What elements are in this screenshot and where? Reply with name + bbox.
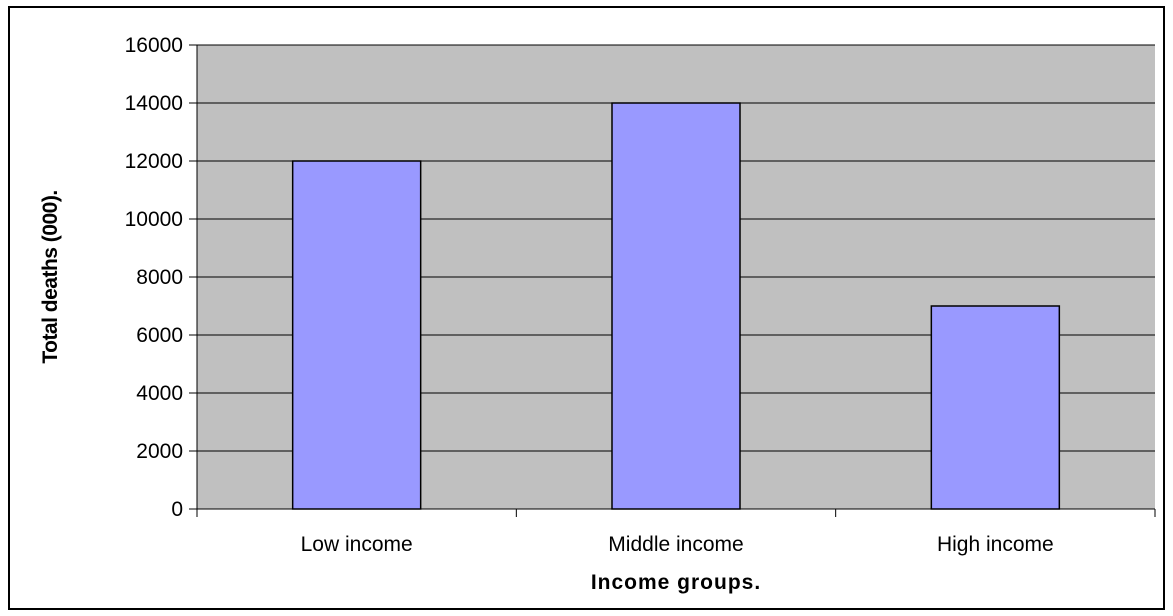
x-tick-label: High income [937,533,1054,556]
y-tick-labels: 0 2000 4000 6000 8000 10000 12000 14000 16000 [125,34,183,521]
y-tick-label: 2000 [136,440,183,463]
y-tick-label: 16000 [125,34,183,57]
x-tick-labels: Low income Middle income High income [301,533,1054,556]
x-tick-label: Low income [301,533,413,556]
y-tick-label: 4000 [136,382,183,405]
x-tick-label: Middle income [608,533,743,556]
bar-low-income [291,160,422,510]
bars [291,102,1061,510]
y-tick-label: 0 [171,498,183,521]
bar-middle-income [611,102,741,510]
y-tick-label: 6000 [136,324,183,347]
x-axis-title: Income groups. [591,571,761,594]
y-tick-label: 12000 [125,150,183,173]
y-axis-title: Total deaths (000). [39,190,62,363]
y-tick-label: 8000 [136,266,183,289]
y-tick-label: 14000 [125,92,183,115]
axes [189,44,1156,517]
y-tick-label: 10000 [125,208,183,231]
bar-high-income [930,305,1061,510]
